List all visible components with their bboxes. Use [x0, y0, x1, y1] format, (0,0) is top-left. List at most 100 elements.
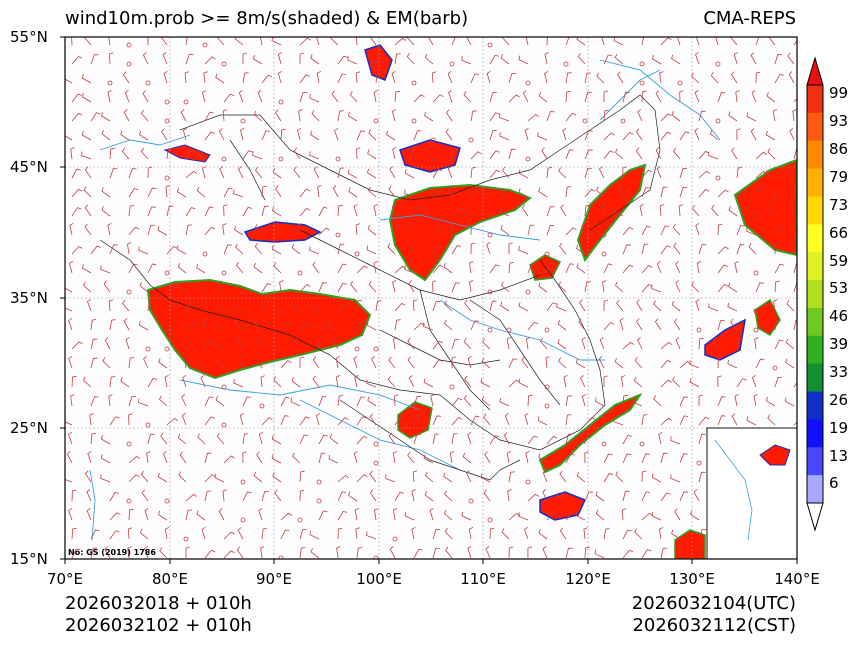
wind-barb [695, 222, 700, 236]
wind-barb [671, 300, 681, 312]
wind-barb [432, 301, 441, 312]
wind-barb [201, 89, 207, 103]
wind-barb [280, 396, 290, 407]
calm-marker [107, 80, 113, 86]
wind-barb [375, 53, 383, 65]
wind-barb [109, 244, 118, 255]
lon-label-80: 80°E [151, 570, 189, 588]
wind-barb [613, 37, 624, 46]
wind-barb [622, 549, 634, 559]
wind-barb [710, 71, 719, 84]
wind-barb [257, 89, 263, 103]
wind-barb [311, 110, 320, 122]
wind-barb [128, 357, 135, 369]
wind-barb [204, 206, 214, 217]
wind-barb [337, 263, 347, 274]
wind-barb [260, 546, 265, 559]
wind-barb [271, 435, 282, 445]
wind-barb [347, 56, 358, 65]
wind-barb [755, 151, 768, 160]
lon-label-90: 90°E [255, 570, 293, 588]
calm-marker [164, 99, 170, 105]
wind-barb [159, 395, 168, 407]
wind-barb [204, 549, 216, 559]
wind-barb [252, 151, 263, 160]
wind-barb [447, 165, 453, 179]
calm-marker [468, 498, 474, 504]
wind-barb [315, 412, 321, 426]
wind-barb [774, 226, 785, 236]
calm-marker [183, 99, 189, 105]
wind-barb [464, 375, 472, 388]
wind-barb [204, 339, 214, 350]
wind-barb [613, 207, 624, 217]
wind-barb [595, 509, 605, 521]
wind-barb [565, 149, 574, 160]
wind-barb [584, 546, 590, 559]
wind-barb [140, 109, 149, 122]
wind-barb [356, 320, 366, 331]
colorbar-label: 46 [829, 307, 849, 326]
wind-barb [162, 51, 168, 65]
wind-barb [318, 510, 328, 521]
wind-barb [185, 170, 198, 179]
wind-barb [660, 225, 670, 236]
wind-barb [411, 489, 416, 502]
wind-barb [731, 413, 738, 426]
wind-barb [240, 127, 245, 141]
wind-barb [216, 432, 225, 445]
wind-barb [182, 127, 188, 141]
wind-barb [356, 474, 368, 483]
wind-barb [271, 37, 282, 46]
wind-barb [260, 375, 265, 388]
wind-barb [660, 547, 668, 559]
wind-barb [468, 527, 474, 540]
axis-ticks [60, 36, 798, 564]
wind-barb [466, 470, 472, 483]
wind-barb [336, 546, 341, 559]
wind-barb [65, 287, 73, 293]
wind-barb [672, 223, 681, 236]
wind-barb [518, 188, 529, 198]
wind-barb [235, 261, 244, 274]
wind-barb [584, 188, 596, 198]
wind-barb [584, 451, 589, 464]
calm-marker [753, 327, 759, 333]
wind-barb [602, 413, 607, 426]
wind-barb [766, 92, 776, 103]
wind-barb [109, 168, 118, 179]
wind-barb [65, 478, 73, 483]
wind-barb [558, 242, 567, 255]
wind-barb [556, 303, 567, 312]
wind-barb [424, 491, 434, 502]
wind-barb [736, 189, 748, 198]
valid-time-block: 2026032104(UTC) 2026032112(CST) [632, 593, 796, 637]
colorbar-label: 19 [829, 418, 849, 437]
wind-barb [715, 37, 719, 46]
wind-barb [394, 90, 400, 103]
wind-barb [508, 148, 516, 160]
wind-barb [388, 432, 396, 445]
wind-barb [144, 507, 149, 521]
wind-barb [603, 109, 609, 122]
wind-barb [413, 94, 425, 103]
wind-barb [70, 147, 75, 160]
wind-barb [556, 492, 567, 502]
wind-barb [404, 169, 415, 179]
wind-barb [356, 147, 361, 160]
wind-barb [622, 132, 634, 141]
wind-barb [337, 73, 347, 84]
wind-barb [500, 54, 510, 65]
wind-barb [100, 454, 111, 464]
wind-barb [746, 227, 757, 236]
lon-label-110: 110°E [460, 570, 506, 588]
wind-barb [562, 127, 567, 141]
wind-barb [728, 111, 738, 122]
colorbar-label: 33 [829, 363, 849, 382]
wind-barb [584, 149, 593, 160]
wind-barb [790, 203, 795, 217]
wind-barb [404, 511, 415, 521]
wind-barb [411, 147, 416, 160]
wind-barb [793, 39, 797, 46]
wind-barb [261, 185, 267, 198]
